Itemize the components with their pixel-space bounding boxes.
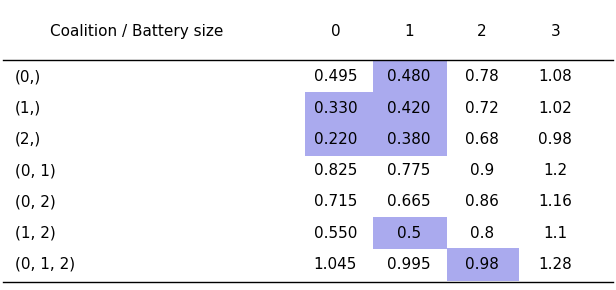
Text: 0.995: 0.995 (387, 257, 431, 272)
Text: 1.045: 1.045 (314, 257, 357, 272)
Text: (0, 1): (0, 1) (15, 163, 55, 178)
Text: 0.420: 0.420 (387, 101, 431, 115)
Text: 0.78: 0.78 (465, 69, 499, 84)
Text: 0.98: 0.98 (538, 132, 572, 147)
Text: 1.2: 1.2 (543, 163, 567, 178)
Text: 0.775: 0.775 (387, 163, 431, 178)
Text: 0.220: 0.220 (314, 132, 357, 147)
Bar (373, 123, 447, 155)
Text: 1.28: 1.28 (538, 257, 572, 272)
Text: 0.495: 0.495 (314, 69, 357, 84)
Text: Coalition / Battery size: Coalition / Battery size (51, 24, 224, 39)
Text: 0.98: 0.98 (465, 257, 499, 272)
Text: 0.72: 0.72 (465, 101, 499, 115)
Text: 0.330: 0.330 (314, 101, 357, 115)
Text: 0.8: 0.8 (470, 226, 494, 241)
Bar (373, 217, 447, 249)
Text: 1.08: 1.08 (538, 69, 572, 84)
Text: 0.5: 0.5 (397, 226, 421, 241)
Text: 1.02: 1.02 (538, 101, 572, 115)
Text: 1.16: 1.16 (538, 194, 572, 209)
Text: 0.715: 0.715 (314, 194, 357, 209)
Text: 0.86: 0.86 (465, 194, 499, 209)
Text: (0, 2): (0, 2) (15, 194, 55, 209)
Text: (1, 2): (1, 2) (15, 226, 55, 241)
Text: 0.9: 0.9 (470, 163, 494, 178)
Bar (305, 92, 373, 124)
Text: 1.1: 1.1 (543, 226, 567, 241)
Text: 0.665: 0.665 (387, 194, 431, 209)
Text: (1,): (1,) (15, 101, 41, 115)
Text: (0,): (0,) (15, 69, 41, 84)
Text: 3: 3 (550, 24, 560, 39)
Text: 2: 2 (477, 24, 487, 39)
Text: 0.480: 0.480 (387, 69, 431, 84)
Bar (373, 92, 447, 124)
Text: 0.825: 0.825 (314, 163, 357, 178)
Text: 0: 0 (331, 24, 340, 39)
Text: (0, 1, 2): (0, 1, 2) (15, 257, 75, 272)
Bar (447, 248, 519, 281)
Text: 0.68: 0.68 (465, 132, 499, 147)
Bar (373, 60, 447, 93)
Text: 0.380: 0.380 (387, 132, 431, 147)
Bar (305, 123, 373, 155)
Text: 0.550: 0.550 (314, 226, 357, 241)
Text: (2,): (2,) (15, 132, 41, 147)
Text: 1: 1 (404, 24, 413, 39)
